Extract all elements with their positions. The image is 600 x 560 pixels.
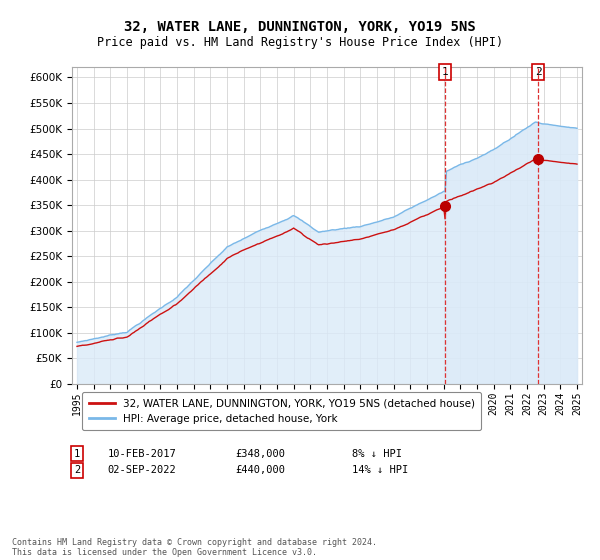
Text: £348,000: £348,000 — [235, 449, 285, 459]
Text: Price paid vs. HM Land Registry's House Price Index (HPI): Price paid vs. HM Land Registry's House … — [97, 36, 503, 49]
Text: 10-FEB-2017: 10-FEB-2017 — [108, 449, 176, 459]
Text: 2: 2 — [535, 67, 542, 77]
Text: 1: 1 — [74, 449, 80, 459]
Text: 8% ↓ HPI: 8% ↓ HPI — [353, 449, 403, 459]
Text: Contains HM Land Registry data © Crown copyright and database right 2024.
This d: Contains HM Land Registry data © Crown c… — [12, 538, 377, 557]
Text: 2: 2 — [74, 465, 80, 475]
Text: 1: 1 — [442, 67, 449, 77]
Text: 14% ↓ HPI: 14% ↓ HPI — [353, 465, 409, 475]
Text: 32, WATER LANE, DUNNINGTON, YORK, YO19 5NS: 32, WATER LANE, DUNNINGTON, YORK, YO19 5… — [124, 20, 476, 34]
Text: 02-SEP-2022: 02-SEP-2022 — [108, 465, 176, 475]
Text: £440,000: £440,000 — [235, 465, 285, 475]
Legend: 32, WATER LANE, DUNNINGTON, YORK, YO19 5NS (detached house), HPI: Average price,: 32, WATER LANE, DUNNINGTON, YORK, YO19 5… — [82, 393, 481, 430]
